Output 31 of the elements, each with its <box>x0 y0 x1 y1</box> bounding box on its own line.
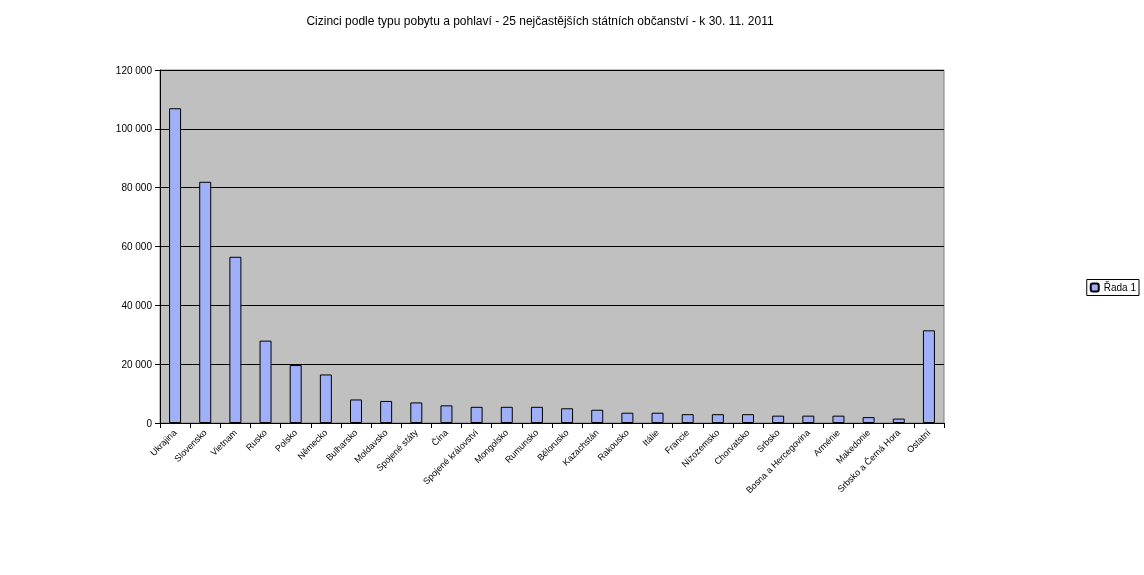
bar <box>651 412 664 423</box>
bar <box>862 417 875 423</box>
x-tick-label: Itálie <box>640 427 662 448</box>
y-tick-label: 60 000 <box>121 241 153 252</box>
bar <box>621 412 634 423</box>
bar <box>410 402 423 423</box>
bar <box>380 400 393 423</box>
bar <box>742 414 754 423</box>
bar <box>440 405 453 423</box>
chart-title: Cizinci podle typu pobytu a pohlaví - 25 nejčastějších státních občanství - k 30. 11. 2011 <box>306 14 774 28</box>
y-tick-label: 20 000 <box>121 358 153 370</box>
bar <box>530 406 543 423</box>
bar <box>832 415 845 423</box>
legend-label: Řada 1 <box>1103 281 1137 293</box>
bar <box>772 415 785 423</box>
x-tick-label: Čína <box>429 427 450 448</box>
y-tick-label: 120 000 <box>115 64 153 76</box>
bar <box>561 408 574 423</box>
bar <box>350 399 362 423</box>
bar <box>500 406 513 423</box>
bar <box>681 414 694 423</box>
y-tick-label: 80 000 <box>121 182 153 194</box>
bar <box>892 418 905 423</box>
bar <box>711 414 724 423</box>
y-tick-label: 0 <box>146 417 153 429</box>
bar <box>470 406 483 423</box>
y-tick-label: 40 000 <box>121 299 153 311</box>
bar <box>591 409 604 423</box>
bar <box>802 415 815 423</box>
bar <box>319 374 332 423</box>
y-tick-label: 100 000 <box>115 123 153 135</box>
